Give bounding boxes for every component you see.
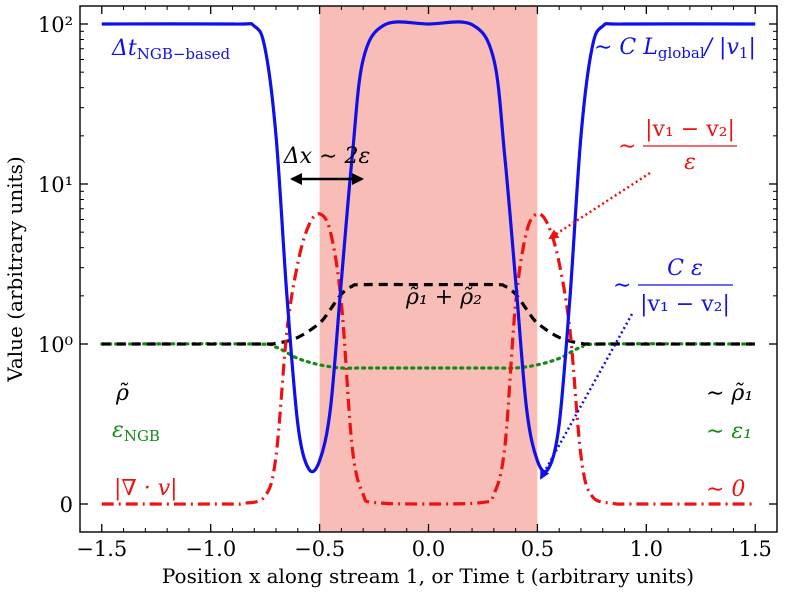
- x-axis-title: Position x along stream 1, or Time t (ar…: [162, 564, 694, 588]
- dt-label: ΔtNGB−based: [111, 36, 231, 63]
- x-tick-label: 1.5: [739, 537, 772, 561]
- y-tick-label: 10²: [38, 13, 73, 37]
- ticks-layer: −1.5 −1.0 −0.5 0.0 0.5 1.0 1.5 0 10⁰ 10¹ 10²: [38, 6, 778, 561]
- dt-right-label: ∼ C Lglobal/ |v1|: [594, 35, 756, 62]
- eps-right-label: ∼ ε₁: [706, 419, 752, 444]
- x-tick-label: 1.0: [630, 537, 663, 561]
- series-line-0: [101, 20, 756, 474]
- width-label: Δx ∼ 2ε: [283, 144, 371, 169]
- rho-peak-label: ρ̃₁ + ρ̃₂: [405, 285, 482, 310]
- series-layer: [100, 20, 757, 506]
- div-peak-arrow: [548, 171, 651, 240]
- x-tick-label: −0.5: [294, 537, 345, 561]
- div-right-label: ∼ 0: [706, 477, 745, 502]
- div-top-numerator: |v₁ − v₂|: [645, 117, 735, 142]
- x-tick-label: 0.5: [521, 537, 554, 561]
- dt-min-arrow: [539, 313, 634, 480]
- shaded-region: [319, 6, 538, 532]
- rho-right-label: ∼ ρ̃₁: [706, 381, 753, 406]
- x-tick-label: 0.0: [412, 537, 445, 561]
- rho-left-label: ρ̃: [115, 381, 129, 406]
- div-top-prefix: ∼: [618, 134, 636, 159]
- series-line-2: [100, 342, 757, 370]
- dt-min-prefix: ∼: [613, 273, 631, 298]
- eps-left-label: εNGB: [112, 418, 160, 445]
- div-top-denominator: ε: [684, 150, 696, 175]
- x-tick-label: −1.0: [185, 537, 236, 561]
- x-tick-label: −1.5: [76, 537, 127, 561]
- y-axis-title: Value (arbitrary units): [3, 156, 27, 383]
- y-tick-label: 10⁰: [38, 333, 73, 357]
- dt-min-denominator: |v₁ − v₂|: [640, 292, 730, 317]
- y-tick-label: 10¹: [38, 173, 73, 197]
- series-line-1: [101, 282, 756, 346]
- series-line-3: [101, 212, 756, 506]
- div-left-label: |∇ · v|: [114, 476, 178, 501]
- y-tick-label: 0: [60, 493, 73, 517]
- dt-min-numerator: C ε: [667, 256, 703, 281]
